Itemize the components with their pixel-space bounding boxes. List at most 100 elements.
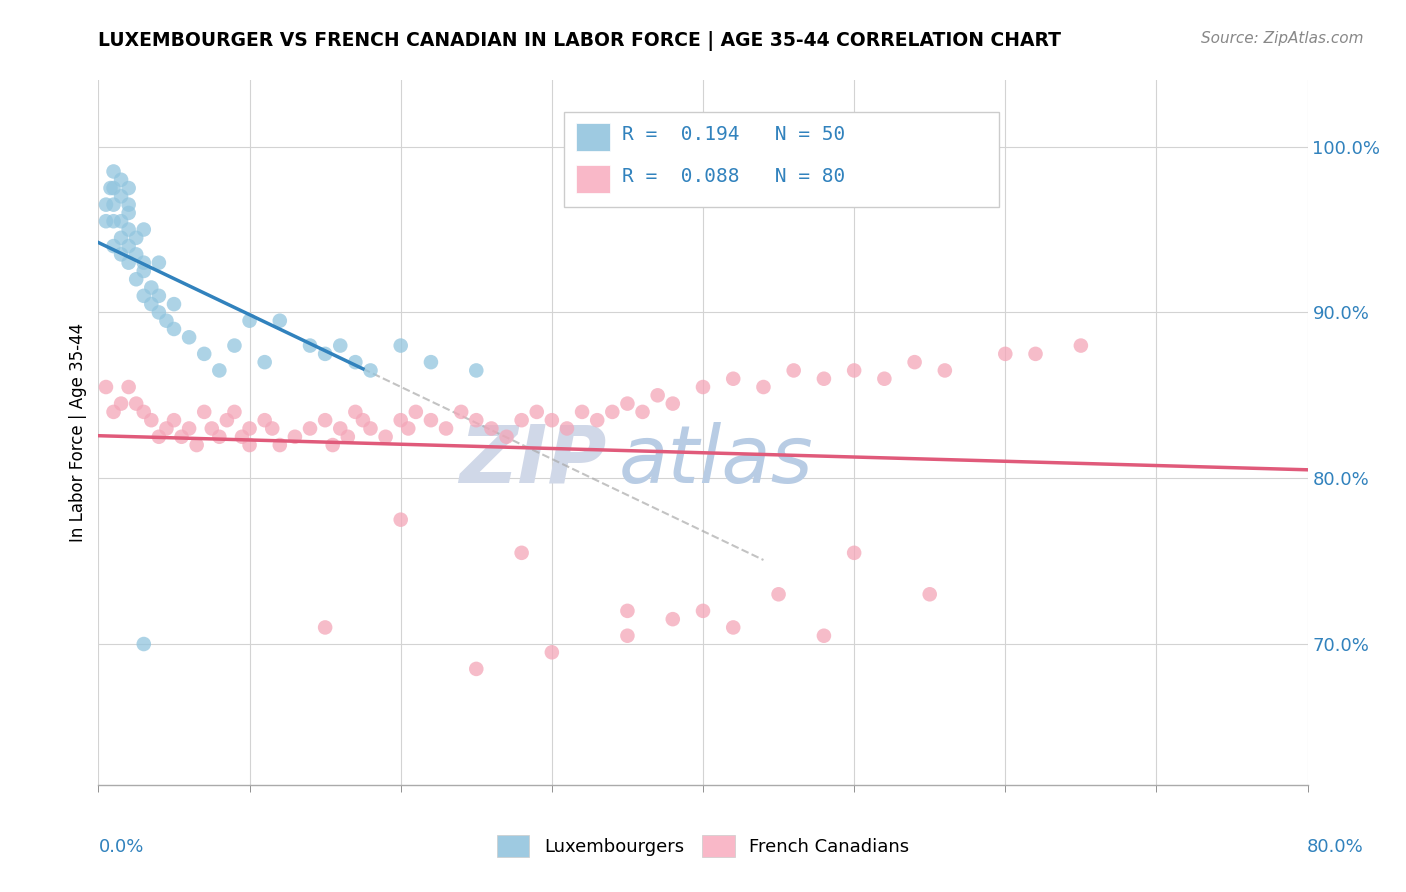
Point <box>616 396 638 410</box>
Point <box>586 413 609 427</box>
Point <box>450 405 472 419</box>
Point <box>125 247 148 261</box>
Point <box>208 363 231 377</box>
Point <box>239 438 262 452</box>
Point <box>193 347 215 361</box>
Point <box>132 289 155 303</box>
Point <box>118 255 141 269</box>
Point <box>661 612 683 626</box>
Point <box>110 173 132 187</box>
Point <box>141 413 163 427</box>
Point <box>692 380 714 394</box>
Point <box>125 231 148 245</box>
Point <box>465 662 488 676</box>
Point <box>118 197 141 211</box>
Point <box>336 430 359 444</box>
Point <box>186 438 208 452</box>
Point <box>571 405 593 419</box>
Point <box>179 330 201 344</box>
Point <box>329 421 352 435</box>
Point <box>94 197 117 211</box>
Point <box>540 645 562 659</box>
Point <box>118 181 141 195</box>
FancyBboxPatch shape <box>564 112 1000 207</box>
Point <box>224 338 246 352</box>
Point <box>389 513 412 527</box>
Point <box>661 396 683 410</box>
Point <box>752 380 775 394</box>
Point <box>163 297 186 311</box>
Point <box>132 222 155 236</box>
Point <box>481 421 503 435</box>
Point <box>465 413 488 427</box>
Point <box>94 380 117 394</box>
Text: 0.0%: 0.0% <box>98 838 143 856</box>
Point <box>405 405 427 419</box>
Point <box>420 413 443 427</box>
Point <box>723 620 745 634</box>
Point <box>231 430 253 444</box>
Point <box>555 421 578 435</box>
Point <box>299 338 322 352</box>
Point <box>526 405 548 419</box>
Point <box>783 363 806 377</box>
Point <box>360 363 382 377</box>
Point <box>132 637 155 651</box>
Text: 80.0%: 80.0% <box>1308 838 1364 856</box>
Point <box>389 338 412 352</box>
Point <box>215 413 238 427</box>
Point <box>692 604 714 618</box>
Point <box>155 314 177 328</box>
Point <box>352 413 374 427</box>
Point <box>723 372 745 386</box>
Point <box>103 239 125 253</box>
Point <box>179 421 201 435</box>
Point <box>844 363 866 377</box>
Point <box>103 164 125 178</box>
Point <box>396 421 419 435</box>
Point <box>100 181 122 195</box>
Point <box>344 355 367 369</box>
Point <box>103 214 125 228</box>
Point <box>322 438 344 452</box>
Point <box>284 430 307 444</box>
Point <box>1024 347 1046 361</box>
Point <box>360 421 382 435</box>
Point <box>118 206 141 220</box>
Point <box>389 413 412 427</box>
Point <box>110 247 132 261</box>
Point <box>103 197 125 211</box>
Point <box>103 405 125 419</box>
Point <box>602 405 624 419</box>
Point <box>110 214 132 228</box>
Point <box>495 430 517 444</box>
Point <box>118 380 141 394</box>
Point <box>918 587 941 601</box>
Point <box>110 189 132 203</box>
Point <box>170 430 193 444</box>
Point <box>224 405 246 419</box>
Point <box>344 405 367 419</box>
Point <box>934 363 956 377</box>
Point <box>163 413 186 427</box>
Point <box>616 604 638 618</box>
Text: R =  0.194   N = 50: R = 0.194 N = 50 <box>621 125 845 144</box>
Point <box>329 338 352 352</box>
Point <box>510 413 533 427</box>
Point <box>768 587 790 601</box>
Point <box>155 421 177 435</box>
Point <box>110 231 132 245</box>
Point <box>813 629 835 643</box>
Point <box>103 181 125 195</box>
Point <box>420 355 443 369</box>
Legend: Luxembourgers, French Canadians: Luxembourgers, French Canadians <box>489 828 917 864</box>
Point <box>269 314 291 328</box>
Point <box>253 413 276 427</box>
Point <box>148 289 170 303</box>
Bar <box>576 165 610 193</box>
Point <box>647 388 669 402</box>
Text: R =  0.088   N = 80: R = 0.088 N = 80 <box>621 167 845 186</box>
Point <box>201 421 224 435</box>
Point <box>148 305 170 319</box>
Point <box>132 255 155 269</box>
